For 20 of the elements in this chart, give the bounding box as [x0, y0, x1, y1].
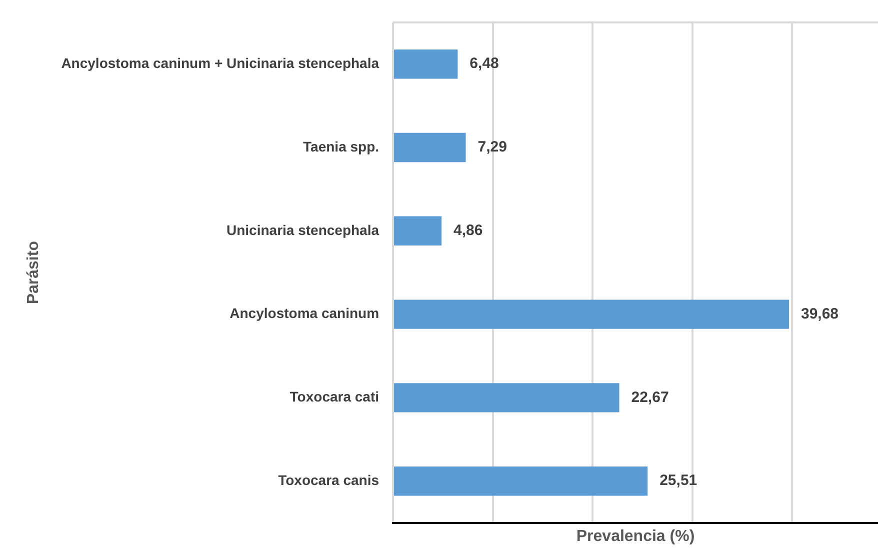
- bar: [394, 216, 442, 246]
- y-tick-label: Toxocara cati: [290, 388, 380, 405]
- bar: [394, 132, 466, 162]
- bar: [394, 50, 458, 79]
- data-label: 22,67: [631, 388, 669, 406]
- data-label: 7,29: [478, 138, 507, 156]
- x-axis-title: Prevalencia (%): [576, 528, 695, 545]
- y-tick-label: Ancylostoma caninum: [230, 305, 380, 322]
- data-label: 6,48: [470, 55, 499, 72]
- y-tick-label: Toxocara canis: [278, 472, 380, 488]
- y-tick-label: Taenia spp.: [303, 138, 380, 154]
- y-tick-label: Ancylostoma caninum + Unicinaria stencephala: [61, 54, 380, 71]
- bar: [394, 383, 620, 412]
- y-tick-label: Unicinaria stencephala: [226, 222, 380, 238]
- bar: [394, 300, 789, 329]
- data-label: 39,68: [800, 305, 839, 322]
- data-label: 4,86: [454, 222, 483, 240]
- data-label: 25,51: [660, 472, 698, 490]
- bar: [394, 466, 648, 496]
- y-axis-title: Parásito: [25, 240, 42, 304]
